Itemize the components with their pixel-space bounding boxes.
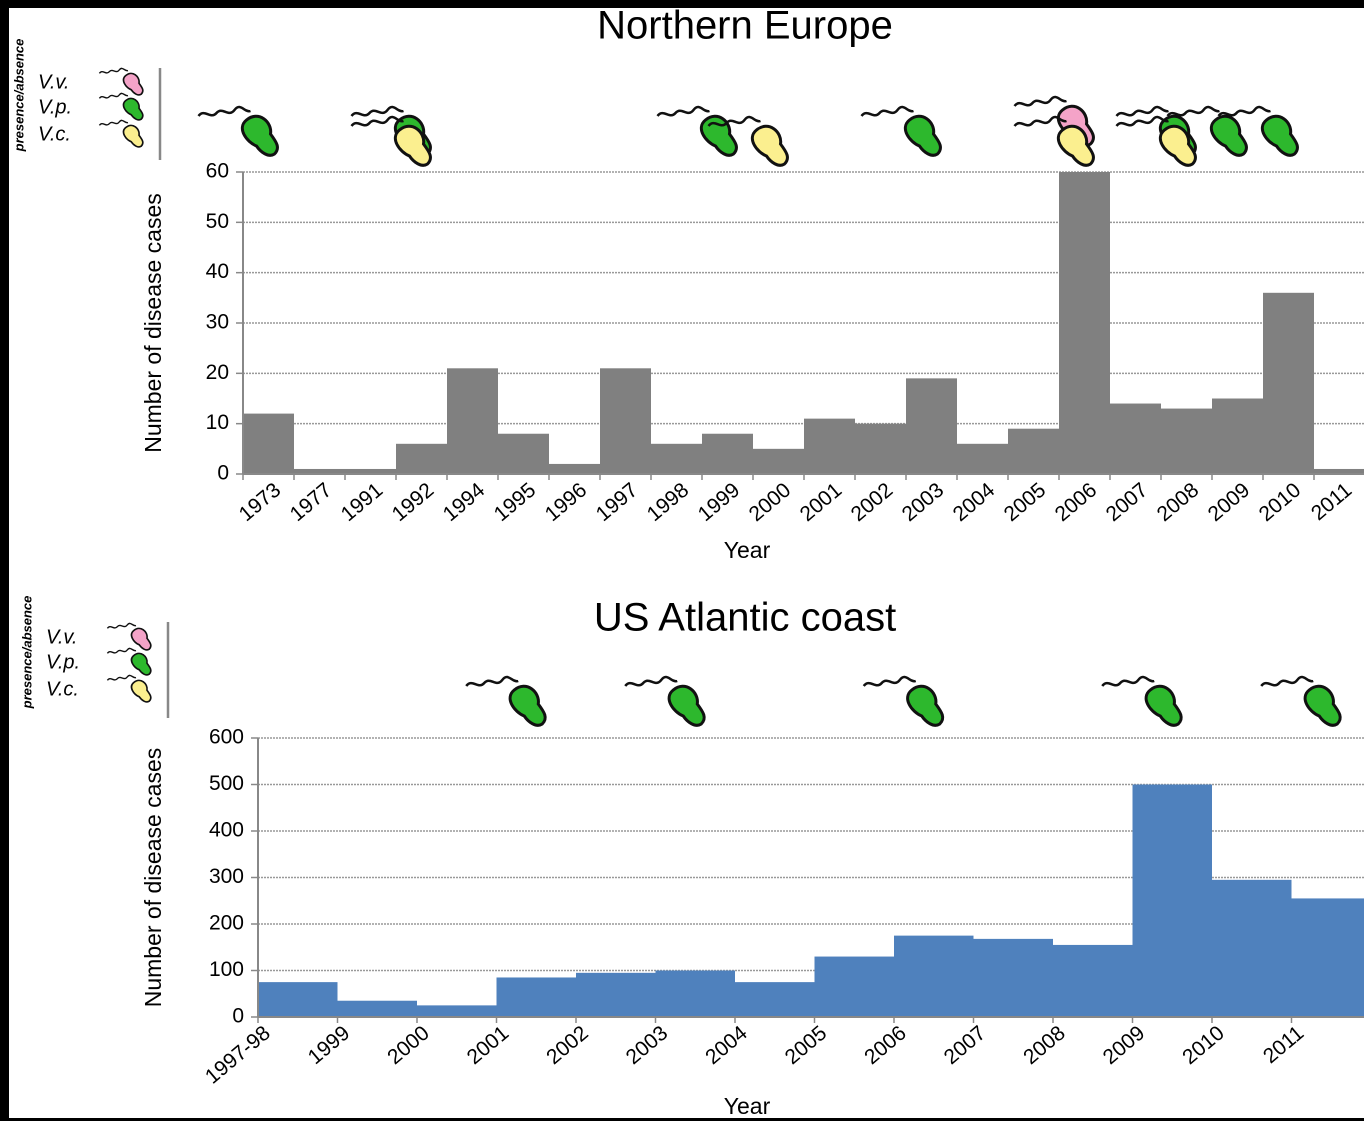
- bar: [735, 982, 815, 1017]
- bar: [1008, 429, 1059, 474]
- legend-label: V.p.: [46, 651, 80, 673]
- y-tick-label: 300: [209, 865, 244, 888]
- bar: [1053, 945, 1133, 1017]
- chart: Northern Europe0102030405060197319771991…: [0, 0, 1364, 1121]
- legend-label: V.c.: [46, 678, 79, 700]
- bar: [497, 977, 577, 1017]
- presence-label: presence/absence: [11, 39, 26, 153]
- y-tick-label: 200: [209, 912, 244, 935]
- bar: [498, 434, 549, 474]
- bar: [417, 1005, 497, 1017]
- bar: [600, 368, 651, 474]
- bar: [894, 936, 974, 1017]
- y-tick-label: 100: [209, 958, 244, 981]
- y-tick-label: 40: [206, 260, 229, 283]
- bar: [1059, 172, 1110, 474]
- bar: [1263, 293, 1314, 474]
- bar: [702, 434, 753, 474]
- y-tick-label: 30: [206, 311, 229, 334]
- bar: [1292, 898, 1364, 1017]
- legend-label: V.c.: [38, 123, 71, 145]
- y-tick-label: 0: [217, 462, 229, 485]
- y-tick-label: 500: [209, 772, 244, 795]
- bar: [957, 444, 1008, 474]
- chart-title: US Atlantic coast: [594, 596, 896, 640]
- x-axis-label: Year: [724, 537, 771, 563]
- y-tick-label: 60: [206, 160, 229, 183]
- legend-label: V.p.: [38, 96, 72, 118]
- bar: [1110, 404, 1161, 474]
- legend-label: V.v.: [46, 626, 77, 648]
- bar: [258, 982, 338, 1017]
- bar: [906, 378, 957, 474]
- bar: [815, 957, 895, 1017]
- bar: [549, 464, 600, 474]
- bar: [753, 449, 804, 474]
- chart-title: Northern Europe: [597, 4, 893, 48]
- y-tick-label: 0: [232, 1005, 244, 1028]
- bar: [1212, 880, 1292, 1017]
- bar: [576, 973, 656, 1017]
- bar: [855, 424, 906, 474]
- y-tick-label: 10: [206, 411, 229, 434]
- bar: [447, 368, 498, 474]
- y-axis-label: Number of disease cases: [140, 193, 166, 453]
- y-axis-label: Number of disease cases: [140, 748, 166, 1008]
- y-tick-label: 20: [206, 361, 229, 384]
- y-tick-label: 600: [209, 726, 244, 749]
- page: {"chart_data": [ {"type": "bar", "title"…: [0, 0, 1364, 1121]
- bar: [396, 444, 447, 474]
- y-tick-label: 50: [206, 210, 229, 233]
- bar: [651, 444, 702, 474]
- bar: [338, 1001, 418, 1017]
- bar: [243, 414, 294, 474]
- legend-label: V.v.: [38, 71, 69, 93]
- y-tick-label: 400: [209, 819, 244, 842]
- bar: [1133, 785, 1213, 1018]
- x-axis-label: Year: [724, 1093, 771, 1119]
- bar: [804, 419, 855, 474]
- presence-label: presence/absence: [19, 596, 34, 710]
- bar: [1161, 409, 1212, 474]
- bar: [656, 971, 736, 1018]
- bar: [974, 939, 1054, 1017]
- bar: [1212, 399, 1263, 475]
